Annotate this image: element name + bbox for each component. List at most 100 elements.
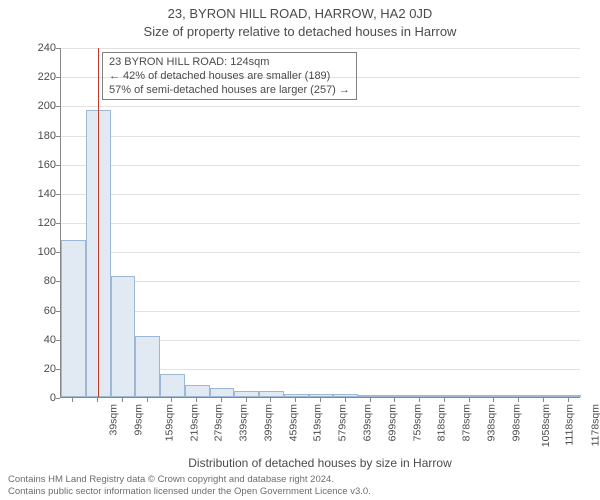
y-tick-label: 240 (16, 42, 56, 54)
gridline (61, 194, 580, 195)
x-tick-label: 639sqm (361, 404, 373, 441)
histogram-bar (531, 395, 556, 397)
y-tick-mark (56, 252, 60, 253)
x-tick-label: 1118sqm (564, 404, 576, 446)
y-tick-label: 180 (16, 130, 56, 142)
y-tick-label: 80 (16, 275, 56, 287)
x-tick-mark (469, 398, 470, 402)
gridline (61, 311, 580, 312)
y-tick-label: 220 (16, 71, 56, 83)
title-line-1: 23, BYRON HILL ROAD, HARROW, HA2 0JD (0, 6, 600, 21)
y-tick-mark (56, 136, 60, 137)
annotation-line: 23 BYRON HILL ROAD: 124sqm (109, 55, 350, 69)
histogram-bar (259, 391, 284, 397)
x-tick-mark (419, 398, 420, 402)
x-tick-mark (171, 398, 172, 402)
histogram-bar (432, 395, 457, 397)
x-tick-label: 399sqm (262, 404, 274, 441)
footer-line-2: Contains public sector information licen… (8, 486, 371, 498)
histogram-bar (185, 385, 210, 397)
x-tick-mark (345, 398, 346, 402)
y-tick-label: 0 (16, 392, 56, 404)
x-tick-mark (246, 398, 247, 402)
y-tick-mark (56, 311, 60, 312)
histogram-bar (408, 395, 433, 397)
x-tick-mark (270, 398, 271, 402)
annotation-line: ← 42% of detached houses are smaller (18… (109, 69, 350, 83)
y-tick-mark (56, 165, 60, 166)
x-tick-mark (370, 398, 371, 402)
y-tick-label: 40 (16, 334, 56, 346)
x-tick-mark (320, 398, 321, 402)
y-tick-label: 60 (16, 305, 56, 317)
x-tick-label: 1058sqm (541, 404, 553, 447)
x-tick-mark (295, 398, 296, 402)
chart-container: 23, BYRON HILL ROAD, HARROW, HA2 0JD Siz… (0, 0, 600, 500)
x-tick-label: 579sqm (337, 404, 349, 441)
histogram-bar (358, 395, 383, 397)
x-tick-mark (97, 398, 98, 402)
gridline (61, 136, 580, 137)
y-tick-label: 140 (16, 188, 56, 200)
x-tick-mark (493, 398, 494, 402)
title-line-2: Size of property relative to detached ho… (0, 24, 600, 39)
y-tick-label: 120 (16, 217, 56, 229)
y-tick-label: 100 (16, 246, 56, 258)
x-tick-label: 1178sqm (589, 404, 600, 446)
x-tick-label: 459sqm (287, 404, 299, 441)
histogram-bar (234, 391, 259, 397)
y-tick-mark (56, 77, 60, 78)
histogram-bar (556, 395, 581, 397)
x-tick-label: 699sqm (386, 404, 398, 441)
x-tick-mark (543, 398, 544, 402)
histogram-bar (309, 394, 334, 397)
x-tick-label: 878sqm (460, 404, 472, 441)
y-tick-mark (56, 223, 60, 224)
histogram-bar (482, 395, 507, 397)
histogram-bar (61, 240, 86, 398)
x-tick-mark (147, 398, 148, 402)
footer-line-1: Contains HM Land Registry data © Crown c… (8, 474, 371, 486)
y-tick-mark (56, 281, 60, 282)
x-tick-label: 159sqm (163, 404, 175, 441)
x-tick-label: 818sqm (436, 404, 448, 441)
y-tick-mark (56, 106, 60, 107)
x-tick-mark (122, 398, 123, 402)
y-tick-mark (56, 369, 60, 370)
x-tick-label: 938sqm (485, 404, 497, 441)
x-tick-label: 759sqm (411, 404, 423, 441)
annotation-line: 57% of semi-detached houses are larger (… (109, 83, 350, 97)
property-marker-line (98, 48, 99, 397)
histogram-bar (383, 395, 408, 397)
histogram-bar (111, 276, 136, 397)
y-tick-label: 20 (16, 363, 56, 375)
footer-attribution: Contains HM Land Registry data © Crown c… (8, 474, 371, 498)
gridline (61, 281, 580, 282)
y-tick-label: 160 (16, 159, 56, 171)
histogram-bar (457, 395, 482, 397)
y-tick-mark (56, 194, 60, 195)
x-tick-label: 998sqm (510, 404, 522, 441)
x-tick-mark (394, 398, 395, 402)
x-tick-mark (196, 398, 197, 402)
x-tick-label: 339sqm (238, 404, 250, 441)
x-tick-mark (444, 398, 445, 402)
plot-area (60, 48, 580, 398)
histogram-bar (333, 394, 358, 397)
gridline (61, 106, 580, 107)
histogram-bar (507, 395, 532, 397)
x-tick-label: 39sqm (108, 404, 120, 436)
x-tick-label: 279sqm (213, 404, 225, 441)
x-tick-label: 219sqm (188, 404, 200, 441)
x-axis-title: Distribution of detached houses by size … (60, 456, 580, 470)
histogram-bar (284, 394, 309, 397)
x-tick-label: 99sqm (133, 404, 145, 436)
gridline (61, 252, 580, 253)
y-tick-label: 200 (16, 100, 56, 112)
y-tick-mark (56, 340, 60, 341)
x-tick-mark (568, 398, 569, 402)
x-tick-mark (72, 398, 73, 402)
x-tick-label: 519sqm (312, 404, 324, 441)
y-tick-mark (56, 398, 60, 399)
x-tick-mark (518, 398, 519, 402)
